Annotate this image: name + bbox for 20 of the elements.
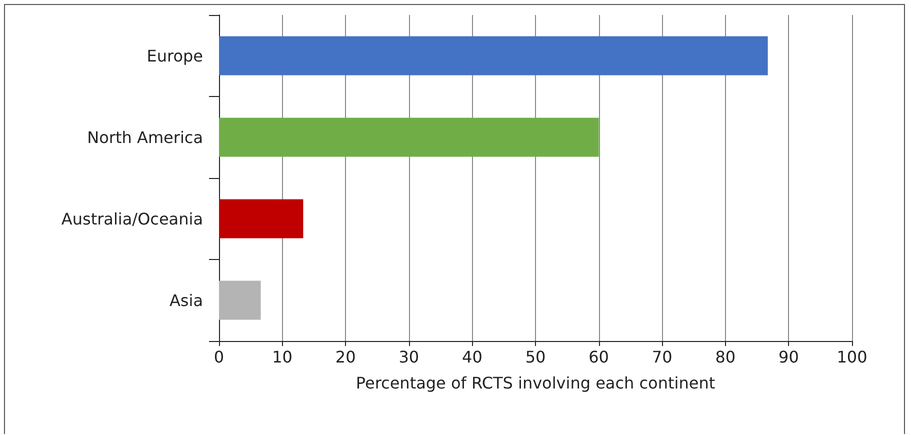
bar — [219, 280, 261, 320]
x-tick-label: 0 — [214, 348, 224, 366]
x-tick-label: 50 — [525, 348, 546, 366]
y-tick-label: North America — [87, 128, 203, 147]
x-axis-title: Percentage of RCTS involving each continent — [356, 374, 716, 392]
x-tick-label: 80 — [715, 348, 736, 366]
y-tick-label: Europe — [146, 46, 203, 66]
bar — [219, 36, 768, 76]
x-tick-label: 60 — [588, 348, 609, 366]
x-tick-label: 90 — [778, 348, 799, 366]
y-tick-label: Asia — [169, 290, 203, 310]
x-tick-label: 20 — [335, 348, 356, 366]
x-tick-label: 100 — [836, 348, 868, 366]
x-tick-label: 30 — [398, 348, 420, 366]
bar — [219, 118, 599, 157]
x-tick-label: 10 — [272, 348, 292, 366]
bar — [219, 199, 304, 238]
y-tick-label: Australia/Oceania — [61, 209, 203, 228]
x-tick-label: 40 — [462, 348, 482, 366]
x-tick-label: 70 — [652, 348, 672, 366]
